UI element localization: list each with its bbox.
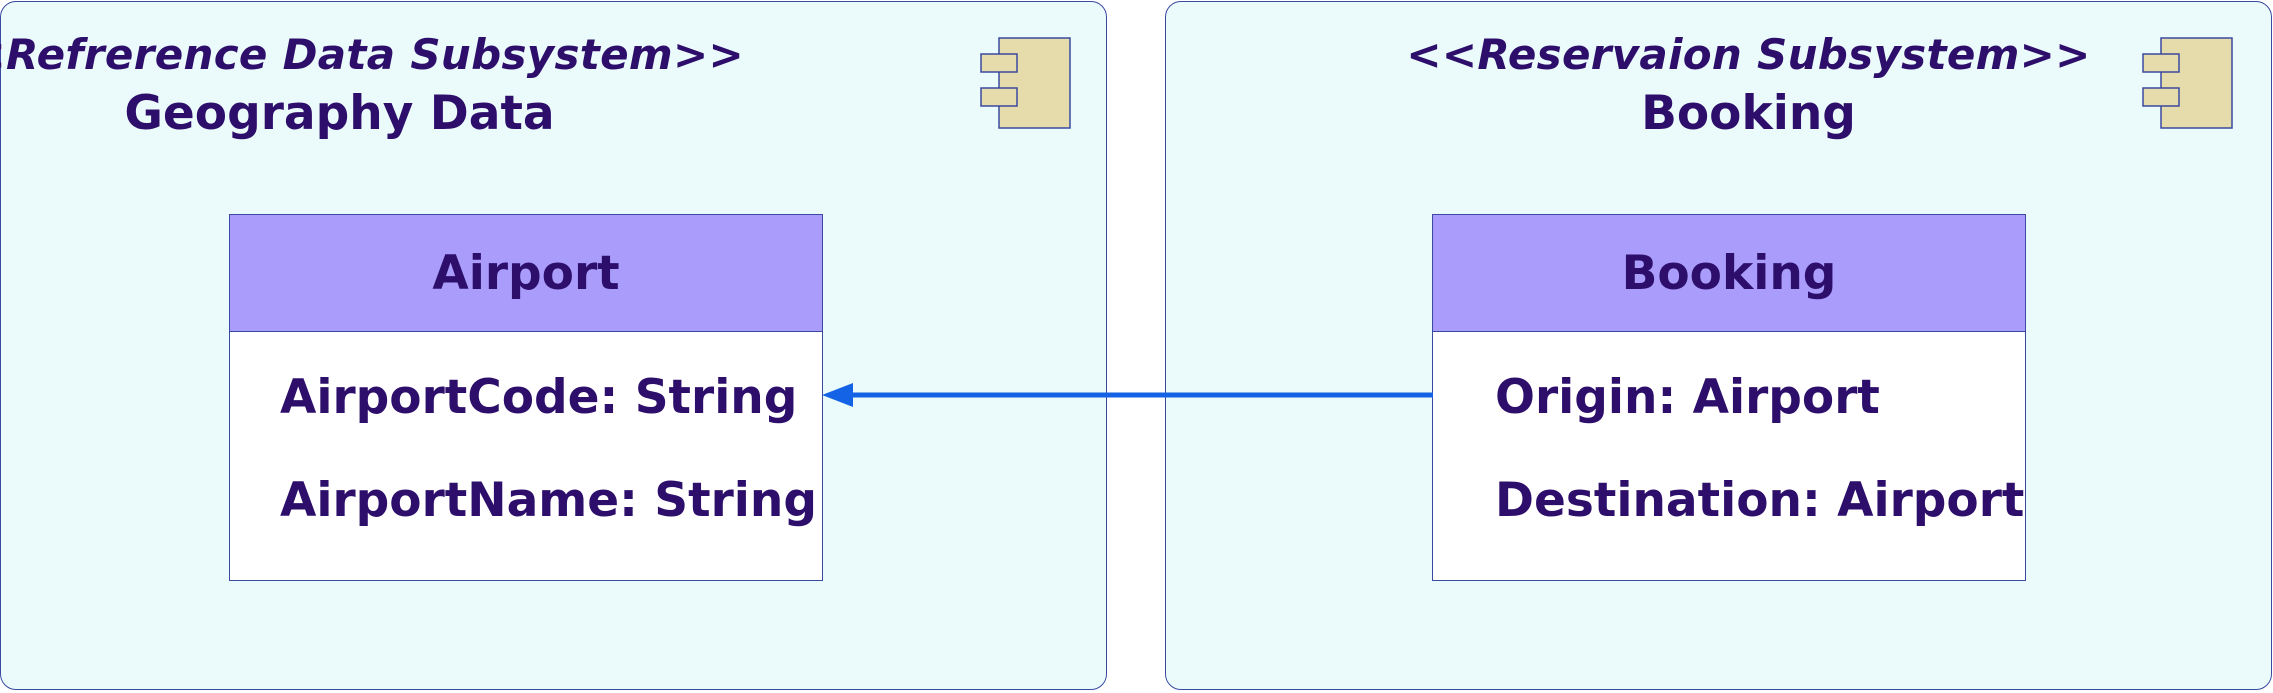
subsystem-title: Booking	[1196, 86, 2273, 141]
subsystem-booking[interactable]: <<Reservaion Subsystem>> Booking Booking…	[1165, 1, 2272, 690]
component-icon	[2142, 37, 2233, 129]
attribute-destination: Destination: Airport	[1495, 473, 2024, 528]
class-airport[interactable]: Airport AirportCode: String AirportName:…	[229, 214, 823, 581]
attribute-origin: Origin: Airport	[1495, 370, 1880, 425]
subsystem-stereotype: <<Reservaion Subsystem>>	[1196, 30, 2273, 79]
attribute-airport-code: AirportCode: String	[280, 370, 797, 425]
subsystem-title: Geography Data	[0, 86, 892, 141]
attribute-airport-name: AirportName: String	[280, 473, 817, 528]
class-name-airport: Airport	[230, 215, 822, 332]
subsystem-geography-data[interactable]: <<Refrerence Data Subsystem>> Geography …	[0, 1, 1107, 690]
class-name-booking: Booking	[1433, 215, 2025, 332]
class-booking[interactable]: Booking Origin: Airport Destination: Air…	[1432, 214, 2026, 581]
subsystem-stereotype: <<Refrerence Data Subsystem>>	[0, 30, 892, 79]
component-icon	[980, 37, 1071, 129]
